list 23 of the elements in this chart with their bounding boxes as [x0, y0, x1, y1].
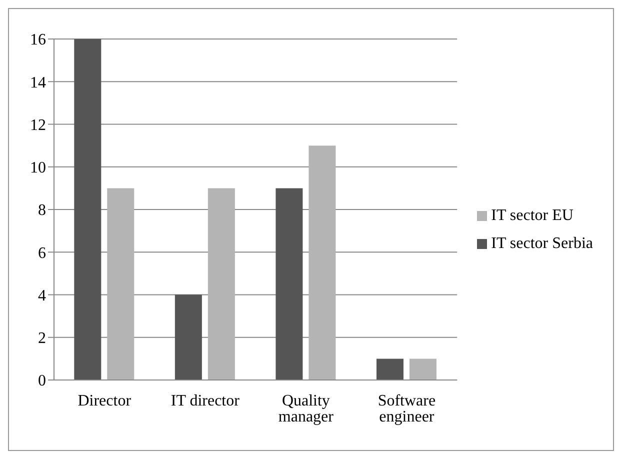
x-tick-label: Director — [78, 392, 132, 410]
bar — [74, 39, 102, 380]
y-tick-label: 10 — [30, 160, 46, 177]
y-tick-label: 16 — [30, 32, 46, 49]
legend-label: IT sector Serbia — [491, 234, 593, 252]
bar — [208, 188, 235, 380]
y-tick-label: 8 — [38, 202, 46, 220]
x-tick-label: IT director — [170, 392, 240, 410]
y-tick-label: 14 — [30, 74, 46, 92]
y-tick-label: 12 — [30, 116, 46, 134]
bar — [376, 358, 404, 380]
x-tick-label: Software engineer — [378, 392, 436, 426]
bar — [107, 188, 134, 380]
bar — [409, 358, 436, 380]
legend-label: IT sector EU — [491, 206, 574, 224]
y-tick-label: 4 — [38, 287, 46, 304]
y-tick-label: 2 — [38, 330, 46, 348]
bar — [174, 294, 202, 380]
y-tick-label: 6 — [38, 244, 46, 262]
x-tick-label: Quality manager — [278, 392, 334, 426]
bar — [308, 146, 336, 380]
y-tick-label: 0 — [38, 372, 46, 390]
bar — [276, 188, 303, 380]
